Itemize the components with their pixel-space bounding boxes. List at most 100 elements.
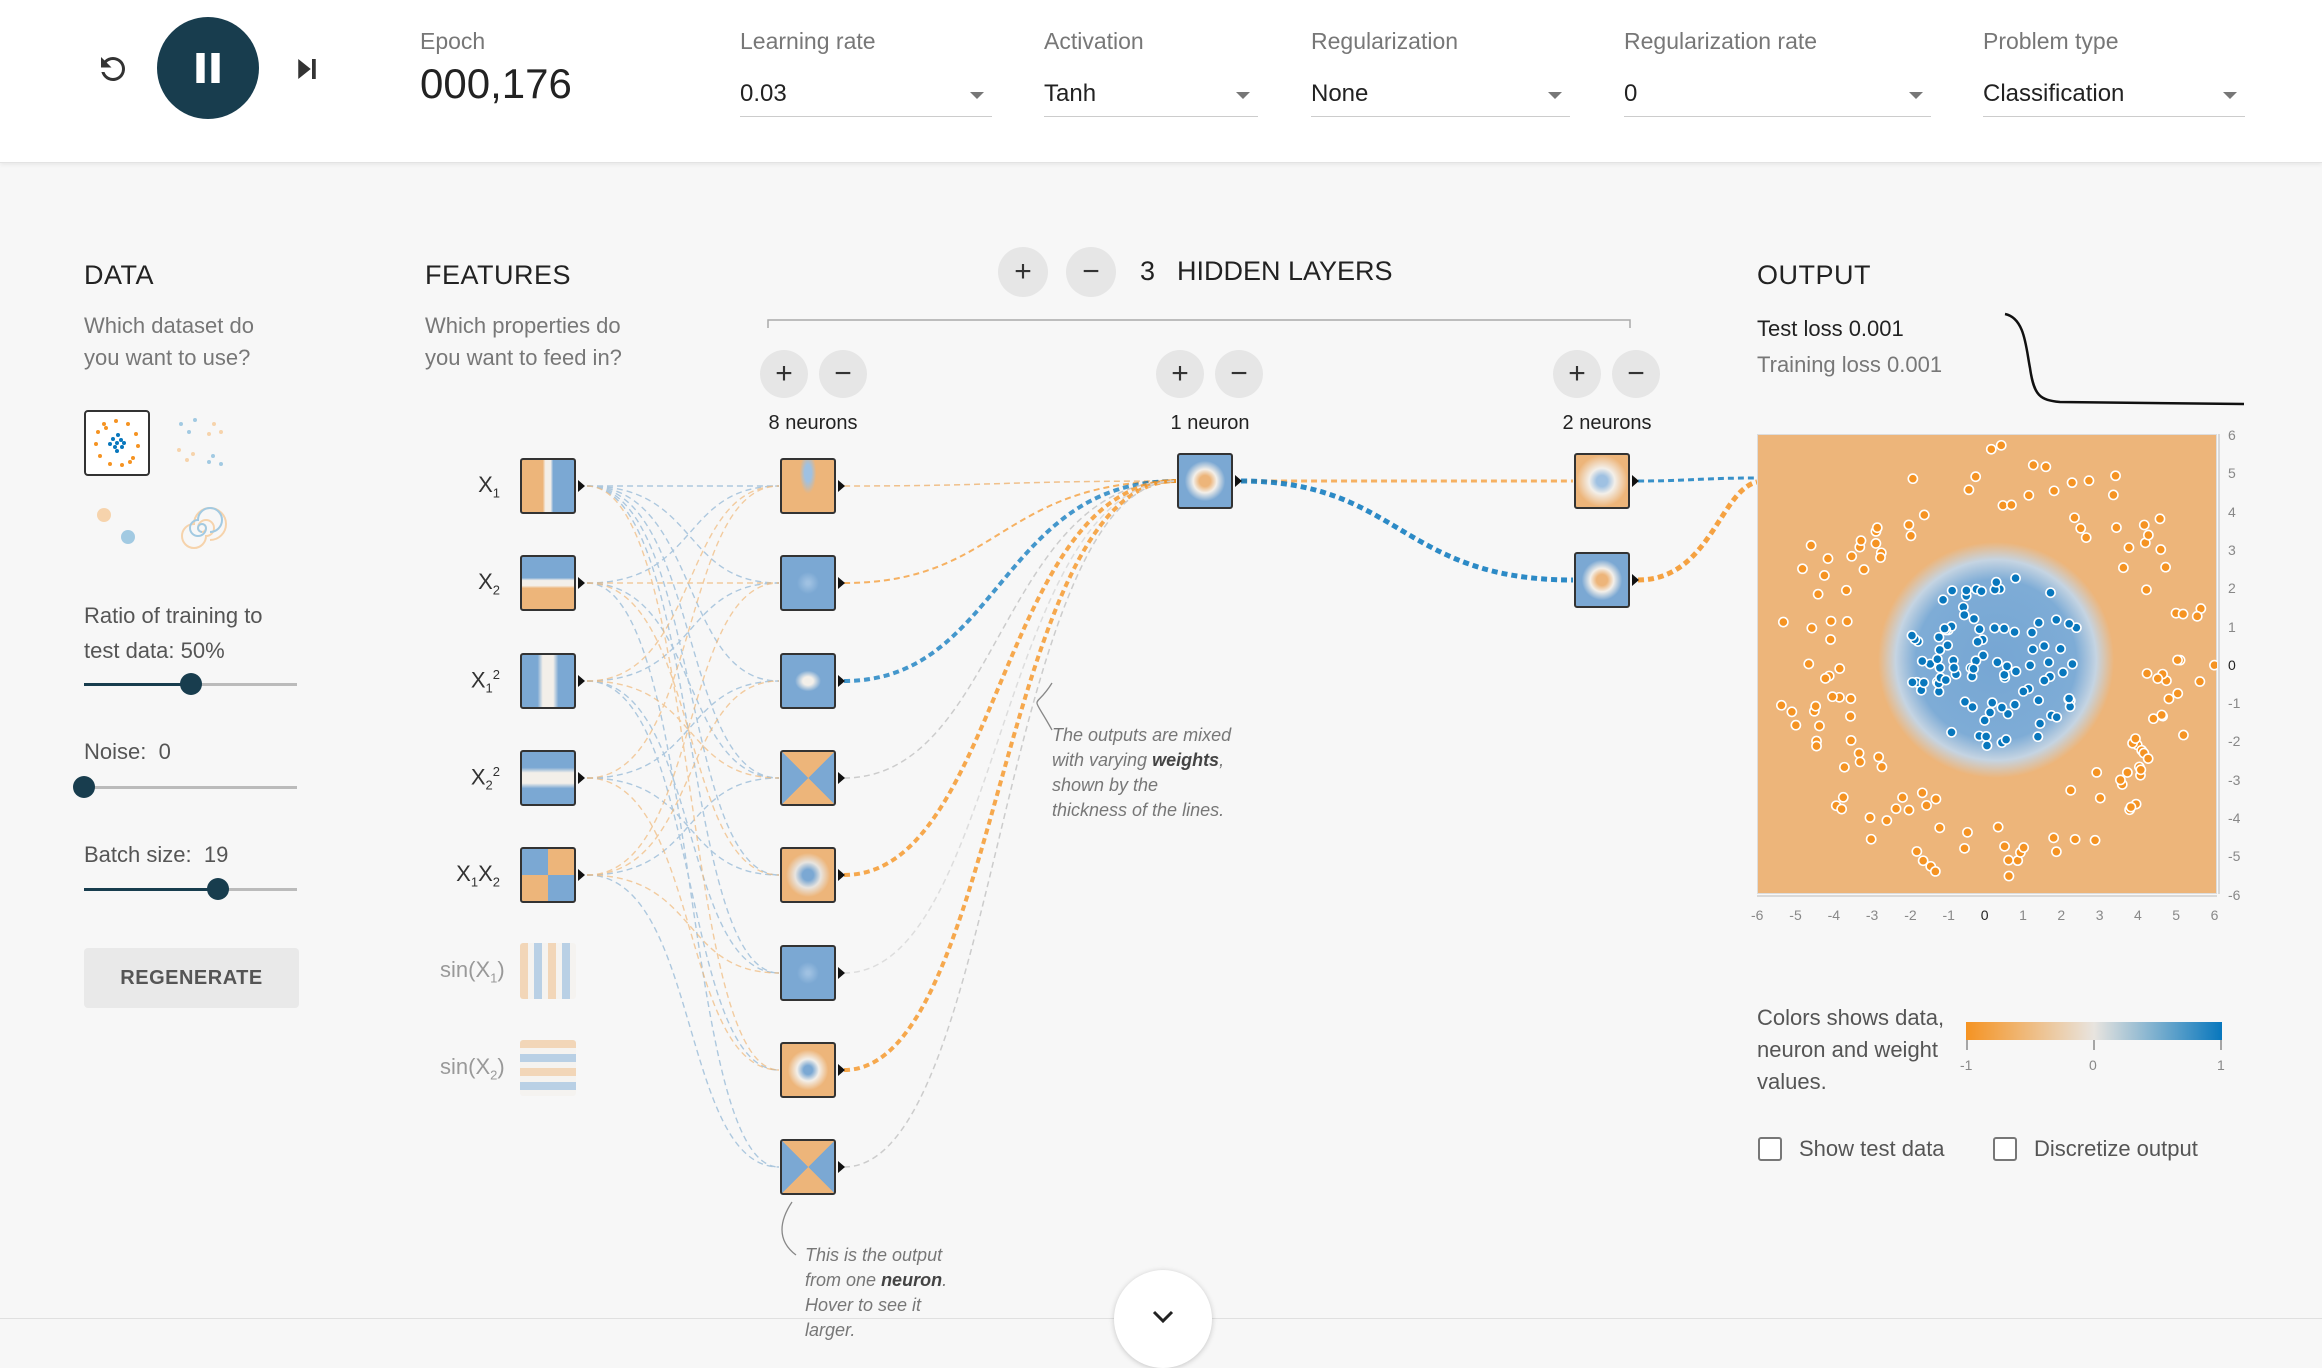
learning-rate-label: Learning rate [740, 28, 876, 54]
data-point [2006, 499, 2017, 511]
data-point [1903, 519, 1915, 531]
data-point [1980, 731, 1992, 742]
add-neuron-layer3-button[interactable]: + [1553, 350, 1601, 398]
neuron-tip [838, 1161, 845, 1173]
hidden-layers-label: HIDDEN LAYERS [1177, 256, 1393, 286]
neuron-l1-8[interactable] [780, 1139, 836, 1195]
noise-label: Noise: 0 [84, 739, 171, 765]
add-neuron-layer1-button[interactable]: + [760, 350, 808, 398]
data-point [2001, 660, 2013, 672]
y-tick: -4 [2228, 810, 2241, 826]
feature-node[interactable] [520, 653, 576, 709]
add-layer-button[interactable]: + [998, 247, 1048, 297]
regenerate-button[interactable]: REGENERATE [84, 948, 299, 1008]
data-point [2038, 640, 2050, 652]
neuron-tip [1632, 574, 1639, 586]
activation-select[interactable]: Tanh [1044, 76, 1258, 117]
output-heatmap[interactable] [1757, 434, 2217, 894]
data-point [2135, 764, 2147, 776]
remove-neuron-layer2-button[interactable]: − [1215, 350, 1263, 398]
feature-node[interactable] [520, 1040, 576, 1096]
data-point [2033, 694, 2044, 706]
noise-slider-thumb[interactable] [73, 776, 95, 798]
scroll-down-button[interactable] [1114, 1270, 1212, 1368]
data-point [2050, 614, 2062, 626]
reset-button[interactable] [88, 44, 138, 94]
data-point [1916, 787, 1928, 799]
regularization-select[interactable]: None [1311, 76, 1570, 117]
neuron-l3-2[interactable] [1574, 552, 1630, 608]
problem-type-select[interactable]: Classification [1983, 76, 2245, 117]
data-point [2172, 688, 2184, 699]
show-test-data-checkbox[interactable] [1758, 1137, 1782, 1161]
data-point [1838, 761, 1850, 773]
neuron-l1-6[interactable] [780, 945, 836, 1001]
data-point [2023, 489, 2035, 501]
data-point [1825, 634, 1836, 645]
discretize-output-label: Discretize output [2034, 1136, 2198, 1161]
data-point [1962, 826, 1973, 838]
feature-node[interactable] [520, 943, 576, 999]
learning-rate-select[interactable]: 0.03 [740, 76, 992, 117]
data-point [1942, 639, 1954, 651]
batch-slider[interactable] [84, 877, 297, 901]
remove-neuron-layer1-button[interactable]: − [819, 350, 867, 398]
neuron-l1-2[interactable] [780, 555, 836, 611]
noise-slider[interactable] [73, 775, 297, 799]
y-tick: -1 [2228, 695, 2241, 712]
feature-node[interactable] [520, 750, 576, 806]
play-pause-button[interactable] [157, 17, 259, 119]
data-point [1853, 747, 1865, 759]
neuron-l1-5[interactable] [780, 847, 836, 903]
neuron-l1-7[interactable] [780, 1042, 836, 1098]
dataset-gauss-thumb[interactable] [84, 495, 150, 561]
feature-node[interactable] [520, 847, 576, 903]
step-button[interactable] [282, 44, 332, 94]
dataset-circle-thumb[interactable] [84, 410, 150, 476]
dataset-spiral-thumb[interactable] [169, 495, 235, 561]
data-point [2010, 666, 2022, 677]
batch-slider-thumb[interactable] [207, 878, 230, 900]
remove-layer-button[interactable]: − [1066, 247, 1116, 297]
feature-node[interactable] [520, 458, 576, 514]
add-neuron-layer2-button[interactable]: + [1156, 350, 1204, 398]
neuron-tip [1632, 475, 1639, 487]
data-point [1931, 653, 1943, 665]
neuron-l1-1[interactable] [780, 458, 836, 514]
data-point [1934, 822, 1946, 834]
data-point [1845, 693, 1857, 705]
legend-text: Colors shows data, neuron and weight val… [1757, 1005, 1945, 1094]
chevron-down-icon [1152, 1310, 1174, 1324]
neuron-l2-1[interactable] [1177, 453, 1233, 509]
data-point [1864, 812, 1876, 824]
data-point [1996, 702, 2008, 713]
ratio-label-text: Ratio of training to test data: [84, 603, 263, 663]
data-point [1946, 585, 1958, 597]
feature-node[interactable] [520, 555, 576, 611]
dataset-xor-thumb[interactable] [169, 410, 235, 476]
discretize-output-checkbox[interactable] [1993, 1137, 2017, 1161]
y-tick: 5 [2228, 465, 2236, 482]
neuron-l1-3[interactable] [780, 653, 836, 709]
y-tick: -6 [2228, 886, 2241, 903]
y-tick: -2 [2228, 733, 2241, 750]
data-point [1777, 616, 1789, 628]
neuron-l1-4[interactable] [780, 750, 836, 806]
neuron-l3-1[interactable] [1574, 453, 1630, 509]
x-tick: -2 [1904, 907, 1917, 923]
data-point [1921, 800, 1932, 811]
data-point [1948, 662, 1960, 674]
regularization-value: None [1311, 80, 1369, 107]
batch-label-text: Batch size: [84, 842, 192, 867]
data-point [2115, 774, 2126, 786]
data-point [2033, 617, 2045, 629]
hidden-layers-count: 3 [1140, 256, 1156, 286]
data-point [1916, 655, 1928, 667]
ratio-value: 50% [180, 638, 225, 663]
x-tick: -3 [1865, 907, 1879, 923]
regularization-rate-select[interactable]: 0 [1624, 76, 1931, 117]
data-point [2125, 801, 2137, 813]
remove-neuron-layer3-button[interactable]: − [1612, 350, 1660, 398]
ratio-slider-thumb[interactable] [179, 673, 202, 695]
ratio-slider[interactable] [84, 672, 297, 696]
